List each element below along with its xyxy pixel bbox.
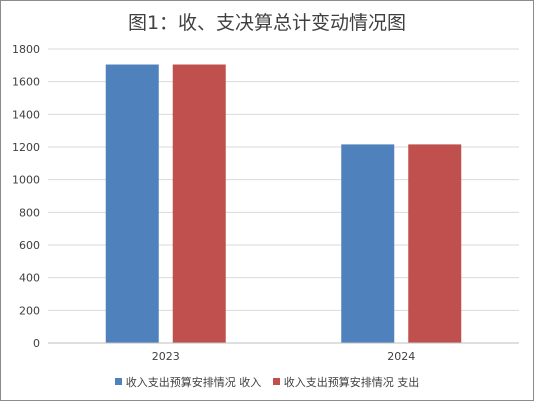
legend-item-income: 收入支出预算安排情况 收入 <box>114 374 262 390</box>
legend-label-expense: 收入支出预算安排情况 支出 <box>283 376 420 389</box>
chart-title: 图1：收、支决算总计变动情况图 <box>127 12 407 34</box>
x-tick-label-2024: 2024 <box>387 350 415 363</box>
legend: 收入支出预算安排情况 收入 收入支出预算安排情况 支出 <box>0 374 534 390</box>
legend-label-income: 收入支出预算安排情况 收入 <box>125 376 262 389</box>
y-tick-label-1400: 1400 <box>12 108 40 121</box>
y-tick-label-1600: 1600 <box>12 76 40 89</box>
legend-item-expense: 收入支出预算安排情况 支出 <box>272 374 420 390</box>
bar-expense-2023 <box>172 64 226 344</box>
y-tick-label-1000: 1000 <box>12 174 40 187</box>
legend-swatch-income <box>114 378 122 385</box>
y-tick-label-400: 400 <box>19 272 40 285</box>
y-tick-label-1200: 1200 <box>12 141 40 154</box>
legend-swatch-expense <box>272 378 280 385</box>
y-tick-label-1800: 1800 <box>12 43 40 56</box>
y-tick-label-200: 200 <box>19 304 40 317</box>
y-tick-label-0: 0 <box>33 337 40 350</box>
bar-expense-2024 <box>408 144 462 343</box>
bar-income-2023 <box>105 64 159 344</box>
bar-income-2024 <box>341 144 395 343</box>
y-tick-label-800: 800 <box>19 206 40 219</box>
x-tick-label-2023: 2023 <box>152 350 180 363</box>
y-tick-label-600: 600 <box>19 239 40 252</box>
plot-area: 0 200 400 600 800 1000 1200 1400 1600 1800 2023 202… <box>12 43 519 363</box>
